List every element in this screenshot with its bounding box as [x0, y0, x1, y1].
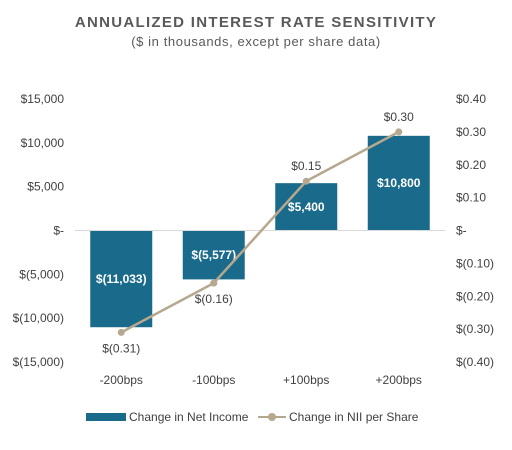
line-data-label: $(0.16)	[195, 292, 233, 306]
x-tick-label: +200bps	[376, 373, 422, 387]
y-left-tick-label: $-	[53, 224, 64, 238]
legend-label-net-income: Change in Net Income	[129, 410, 249, 424]
chart-subtitle: ($ in thousands, except per share data)	[131, 34, 381, 49]
y-right-tick-label: $0.40	[456, 92, 486, 106]
series-line	[120, 130, 400, 334]
y-right-tick-label: $0.10	[456, 191, 486, 205]
legend-swatch-bar	[86, 413, 126, 421]
bar-data-label: $5,400	[288, 200, 325, 214]
bar-data-label: $(11,033)	[96, 272, 147, 286]
line-point	[210, 279, 218, 287]
line-data-label: $0.30	[384, 110, 414, 124]
legend: Change in Net Income Change in NII per S…	[0, 410, 512, 428]
y-right-tick-label: $(0.40)	[456, 355, 494, 369]
bar	[275, 183, 338, 231]
y-right-tick-label: $(0.10)	[456, 256, 494, 270]
legend-item-net-income: Change in Net Income	[86, 410, 248, 424]
x-tick-label: -100bps	[192, 373, 235, 387]
bar-data-label: $(5,577)	[191, 248, 236, 262]
legend-swatch-line	[258, 412, 286, 422]
line-point	[302, 177, 310, 185]
line-point	[395, 128, 403, 136]
y-right-tick-label: $-	[456, 224, 467, 238]
y-right-tick-label: $(0.30)	[456, 322, 494, 336]
line-point	[117, 328, 125, 336]
y-left-tick-label: $(10,000)	[13, 311, 64, 325]
y-left-tick-label: $5,000	[27, 180, 64, 194]
y-right-tick-label: $0.20	[456, 158, 486, 172]
legend-label-nii-per-share: Change in NII per Share	[289, 410, 419, 424]
chart-title: ANNUALIZED INTEREST RATE SENSITIVITY	[74, 14, 438, 31]
bar	[367, 135, 430, 231]
bar	[90, 230, 153, 328]
y-left-tick-label: $(5,000)	[19, 267, 64, 281]
y-left-tick-label: $(15,000)	[13, 355, 64, 369]
x-tick-label: +100bps	[283, 373, 329, 387]
line-data-label: $(0.31)	[102, 341, 140, 355]
y-right-tick-label: $0.30	[456, 125, 486, 139]
y-left-tick-label: $10,000	[21, 136, 65, 150]
x-tick-label: -200bps	[100, 373, 143, 387]
legend-item-nii-per-share: Change in NII per Share	[258, 410, 418, 424]
bar	[182, 230, 245, 280]
line-data-label: $0.15	[291, 159, 321, 173]
y-right-tick-label: $(0.20)	[456, 289, 494, 303]
y-left-tick-label: $15,000	[21, 92, 65, 106]
bar-data-label: $10,800	[377, 176, 421, 190]
